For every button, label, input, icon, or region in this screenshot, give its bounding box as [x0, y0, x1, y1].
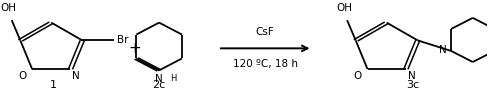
Text: 2c: 2c [152, 80, 166, 90]
Text: N: N [439, 45, 447, 55]
Text: H: H [170, 74, 176, 83]
Text: OH: OH [1, 3, 17, 13]
Text: Br: Br [117, 35, 129, 45]
Text: CsF: CsF [256, 27, 275, 37]
Text: 1: 1 [50, 80, 57, 90]
Text: N: N [407, 71, 415, 81]
Text: +: + [129, 41, 142, 56]
Text: O: O [354, 71, 362, 81]
Text: 3c: 3c [407, 80, 420, 90]
Text: N: N [155, 74, 163, 84]
Text: O: O [19, 71, 27, 81]
Text: OH: OH [336, 3, 352, 13]
Text: N: N [72, 71, 80, 81]
Text: 120 ºC, 18 h: 120 ºC, 18 h [233, 59, 298, 69]
